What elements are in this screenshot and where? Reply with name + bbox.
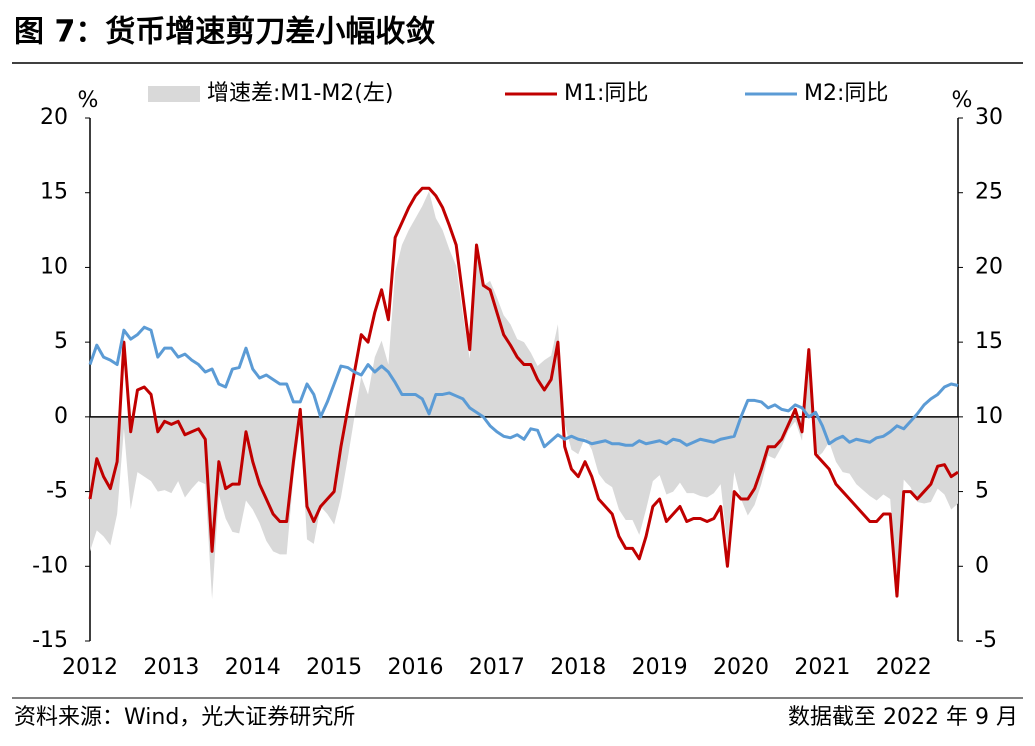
x-tick-label: 2013	[143, 655, 199, 680]
x-tick-label: 2022	[876, 655, 932, 680]
date-note: 数据截至 2022 年 9 月	[788, 705, 1018, 730]
gap-area	[90, 191, 958, 600]
x-tick-label: 2020	[713, 655, 769, 680]
y-tick-label: -15	[32, 628, 68, 653]
y-tick-label: 20	[40, 105, 68, 130]
legend-label: 增速差:M1-M2(左)	[207, 81, 393, 106]
x-tick-label: 2012	[62, 655, 118, 680]
x-tick-label: 2018	[550, 655, 606, 680]
y2-tick-label: -5	[975, 628, 997, 653]
legend-swatch	[148, 86, 200, 102]
x-tick-label: 2015	[306, 655, 362, 680]
x-tick-label: 2014	[225, 655, 281, 680]
y-tick-label: 15	[40, 180, 68, 205]
y2-tick-label: 5	[975, 479, 989, 504]
y2-tick-label: 20	[975, 254, 1003, 279]
y2-tick-label: 15	[975, 329, 1003, 354]
legend-label: M2:同比	[804, 81, 888, 106]
series-line	[88, 325, 959, 449]
y2-tick-label: 25	[975, 180, 1003, 205]
y-tick-label: 10	[40, 254, 68, 279]
x-tick-label: 2019	[632, 655, 688, 680]
y2-unit: %	[952, 88, 973, 113]
y2-tick-label: 0	[975, 553, 989, 578]
y-unit: %	[78, 88, 99, 113]
x-tick-label: 2016	[388, 655, 444, 680]
source-note: 资料来源：Wind，光大证券研究所	[14, 705, 355, 730]
y-tick-label: 5	[54, 329, 68, 354]
y2-tick-label: 30	[975, 105, 1003, 130]
chart-title: 图 7：货币增速剪刀差小幅收敛	[14, 15, 435, 50]
x-tick-label: 2017	[469, 655, 525, 680]
y-tick-label: -10	[32, 553, 68, 578]
y2-tick-label: 10	[975, 404, 1003, 429]
series-line	[88, 186, 959, 598]
legend-label: M1:同比	[564, 81, 648, 106]
y-tick-label: -5	[46, 479, 68, 504]
y-tick-label: 0	[54, 404, 68, 429]
x-tick-label: 2021	[794, 655, 850, 680]
